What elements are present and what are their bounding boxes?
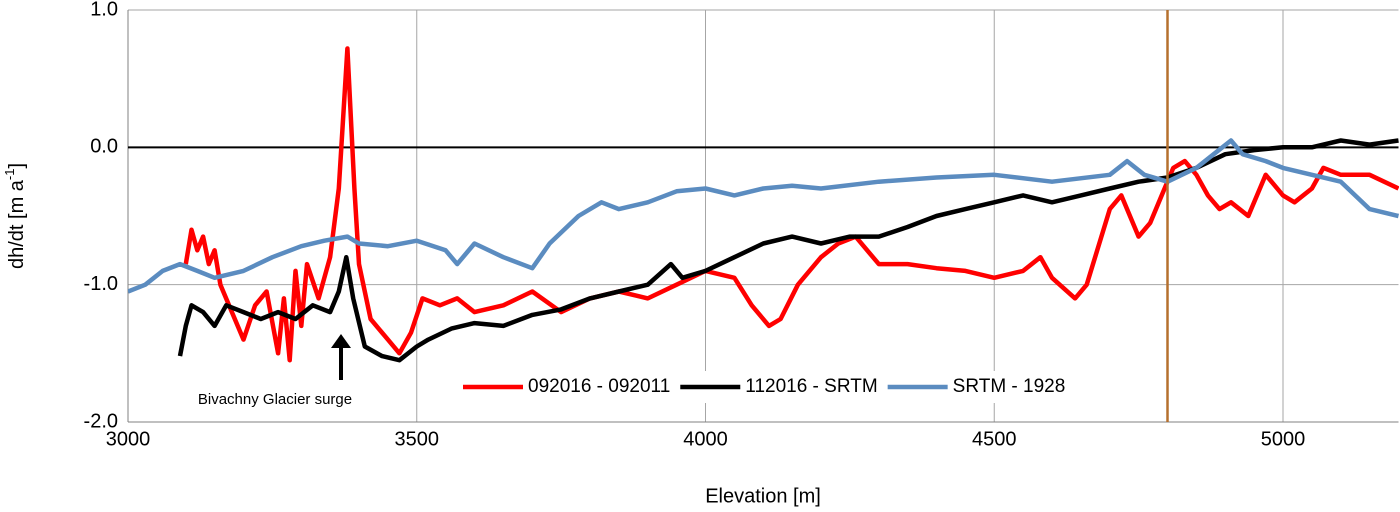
legend-label: SRTM - 1928 bbox=[953, 376, 1066, 397]
legend-background bbox=[456, 371, 1076, 403]
y-axis-label: dh/dt [m a-1] bbox=[2, 163, 28, 269]
x-tick-label: 4500 bbox=[972, 428, 1017, 450]
series-line bbox=[183, 46, 1399, 363]
legend: 092016 - 092011 112016 - SRTM SRTM - 1928 bbox=[456, 371, 1076, 403]
y-label-sup: -1 bbox=[2, 169, 17, 181]
grid bbox=[127, 9, 1399, 423]
annotation: Bivachny Glacier surge bbox=[198, 391, 352, 408]
x-tick-label: 5000 bbox=[1261, 428, 1306, 450]
x-tick-label: 3500 bbox=[395, 428, 440, 450]
x-tick-label: 4000 bbox=[683, 428, 728, 450]
y-tick-label: -1.0 bbox=[84, 273, 118, 295]
y-label-text: dh/dt [m a bbox=[6, 179, 28, 269]
y-tick-label: 0.0 bbox=[90, 136, 118, 158]
y-tick-label: -2.0 bbox=[84, 410, 118, 432]
arrow-head bbox=[331, 334, 351, 348]
series-line bbox=[177, 138, 1399, 363]
x-tick-label: 3000 bbox=[106, 428, 151, 450]
y-label-end: ] bbox=[6, 163, 28, 169]
plot-area bbox=[128, 46, 1399, 363]
overlay: 3000 3500 4000 4500 5000 -2.0 -1.0 0.0 1.0 bbox=[84, 0, 1306, 450]
annotation-arrow bbox=[331, 334, 351, 380]
y-tick-label: 1.0 bbox=[90, 0, 118, 20]
legend-label: 112016 - SRTM bbox=[745, 376, 877, 397]
legend-label: 092016 - 092011 bbox=[528, 376, 670, 397]
series-line bbox=[128, 138, 1399, 294]
x-axis-label: Elevation [m] bbox=[705, 485, 821, 507]
